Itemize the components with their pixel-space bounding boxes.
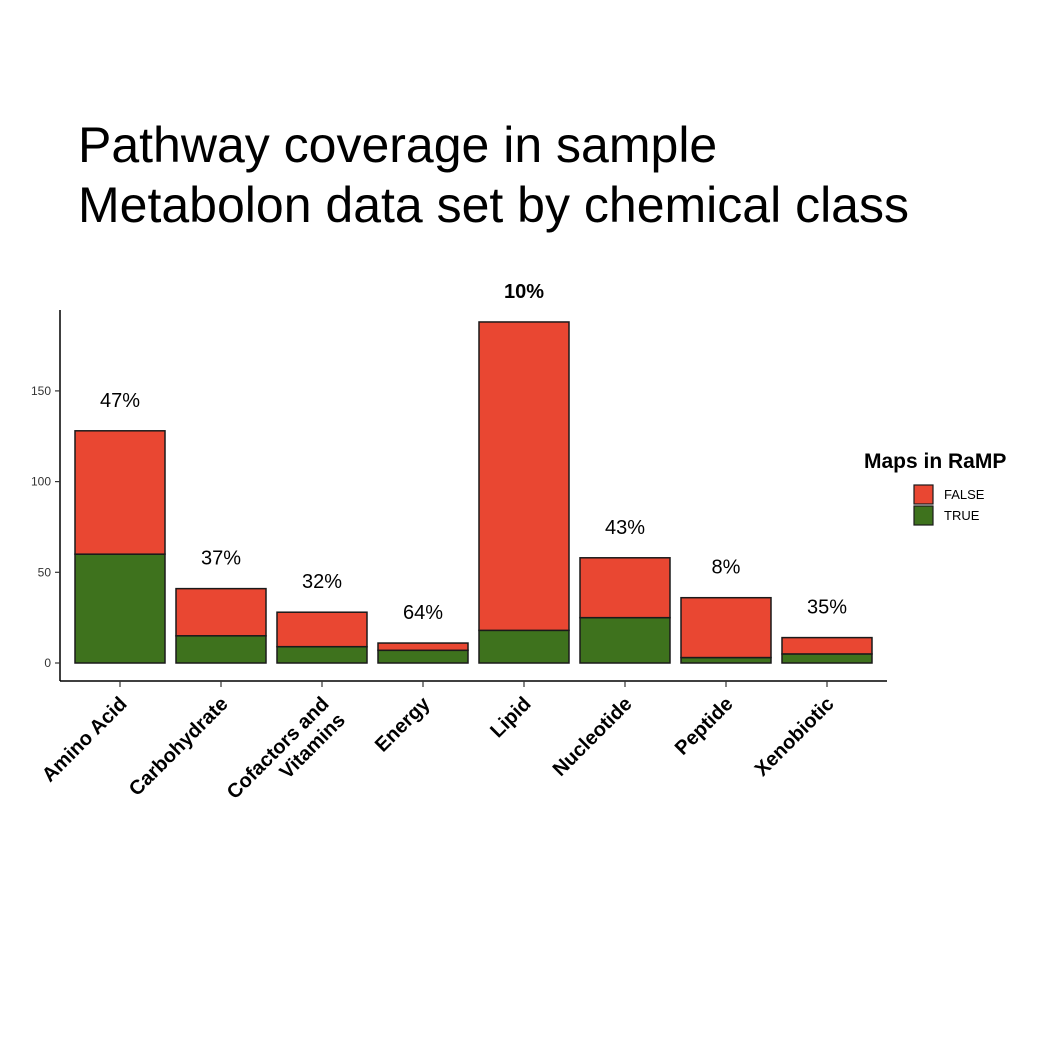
legend-label-false: FALSE (944, 487, 985, 502)
bar-percent-label: 32% (302, 571, 342, 593)
x-tick-label: Energy (371, 692, 435, 756)
x-tick-label-group: Carbohydrate (125, 693, 233, 801)
x-tick-label-group: Lipid (486, 693, 535, 742)
x-tick-label-group: Nucleotide (549, 693, 637, 781)
bar-segment-true (478, 629, 570, 664)
bar-segment-true (781, 653, 873, 664)
x-tick-label: Lipid (486, 693, 535, 742)
bar-percent-label: 64% (403, 602, 443, 624)
x-tick-label: Amino Acid (38, 693, 132, 787)
x-tick-label: Xenobiotic (751, 693, 839, 781)
x-tick-label-group: Amino Acid (38, 693, 132, 787)
bar-segment-true (276, 645, 368, 664)
bar-segment-false (478, 321, 570, 632)
bar-segment-false (579, 557, 671, 619)
legend-swatch-true (913, 505, 934, 526)
bar-percent-label: 37% (201, 548, 241, 570)
bar-segment-true (680, 656, 772, 664)
bar-percent-label: 10% (504, 281, 544, 303)
bar-segment-false (74, 430, 166, 555)
y-tick-label: 150 (31, 384, 51, 398)
bar-segment-true (74, 553, 166, 664)
bar-segment-false (781, 636, 873, 655)
bar-segment-true (579, 616, 671, 664)
chart-title-line-2: Metabolon data set by chemical class (78, 177, 909, 233)
bar-percent-label: 47% (100, 390, 140, 412)
legend-title: Maps in RaMP (864, 450, 1006, 473)
bar-segment-false (377, 642, 469, 652)
y-tick-label: 50 (38, 565, 52, 579)
bar-segment-true (377, 649, 469, 664)
x-tick-label: Carbohydrate (125, 693, 233, 801)
bar-segment-true (175, 635, 267, 664)
bar-segment-false (175, 587, 267, 637)
x-tick-label-group: Energy (371, 692, 435, 756)
x-tick-label: Nucleotide (549, 693, 637, 781)
legend-swatch-false (913, 484, 934, 505)
bar-percent-label: 35% (807, 597, 847, 619)
x-tick-label-group: Xenobiotic (751, 693, 839, 781)
bar-percent-label: 8% (712, 557, 741, 579)
legend-label-true: TRUE (944, 508, 980, 523)
x-tick-label: Peptide (671, 693, 738, 760)
y-tick-label: 100 (31, 475, 51, 489)
chart-title-line-1: Pathway coverage in sample (78, 117, 718, 173)
bar-percent-label: 43% (605, 517, 645, 539)
bar-segment-false (276, 611, 368, 648)
bar-segment-false (680, 596, 772, 659)
x-tick-label-group: Peptide (671, 693, 738, 760)
y-tick-label: 0 (44, 656, 51, 670)
